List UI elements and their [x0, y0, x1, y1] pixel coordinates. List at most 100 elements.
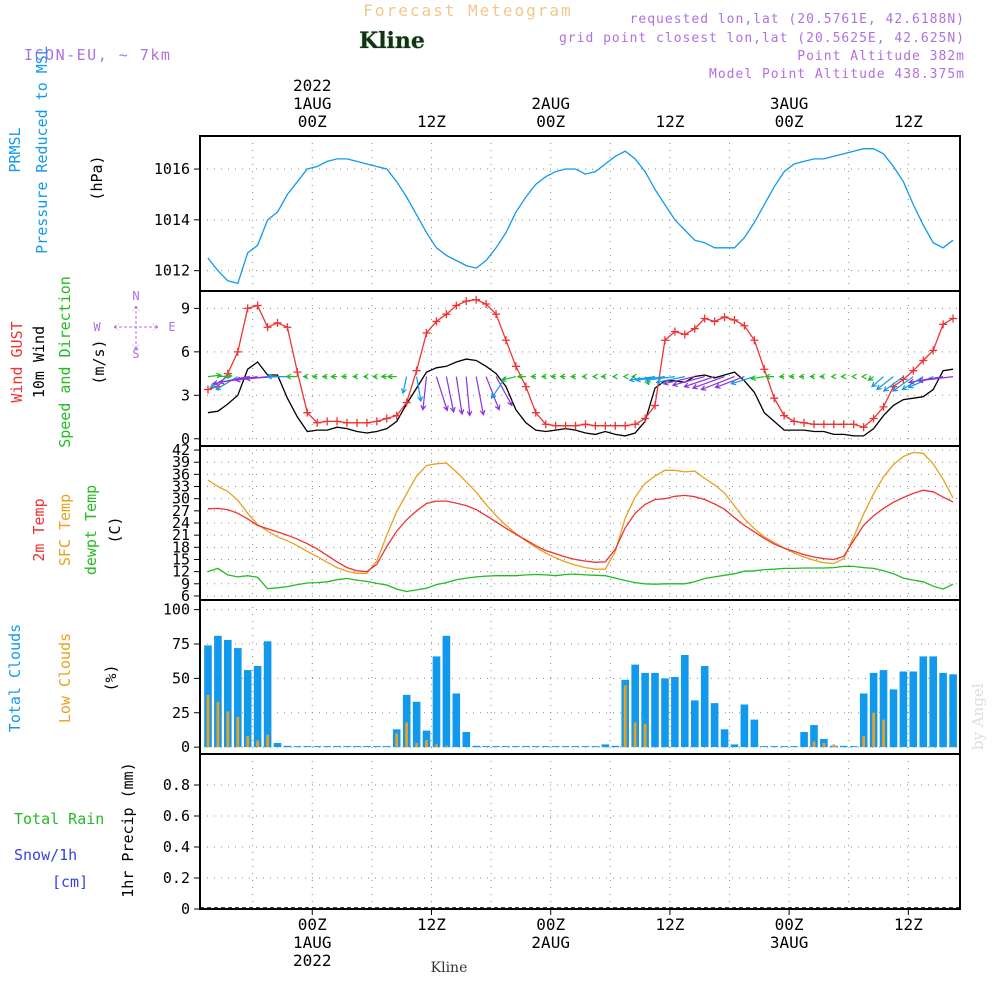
compass-west: W — [93, 320, 101, 334]
wind-arrow — [215, 376, 239, 391]
top-tick-label: 00Z — [775, 112, 804, 131]
total-cloud-bar — [849, 746, 858, 748]
low-cloud-bar — [832, 744, 836, 748]
panel-wind: 0 3 6 9 — [181, 291, 960, 448]
wind-arrow — [809, 373, 815, 380]
total-cloud-bar — [889, 689, 898, 748]
wind-arrow — [516, 373, 526, 380]
total-cloud-bar — [422, 730, 431, 748]
gust-point — [730, 315, 739, 324]
total-cloud-bar — [313, 746, 322, 748]
gust-point — [482, 300, 491, 309]
wind-arrow — [631, 373, 637, 380]
gridpoint-coordinates: grid point closest lon,lat (20.5625E, 42… — [559, 31, 965, 46]
total-cloud-bar — [224, 639, 232, 748]
total-cloud-bar — [243, 670, 252, 748]
bottom-tick-label: 2022 — [293, 951, 332, 970]
total-cloud-bar — [551, 746, 560, 748]
bottom-tick-label: 2AUG — [531, 933, 570, 952]
gust-point — [541, 420, 550, 429]
total-cloud-bar — [591, 746, 600, 748]
panel-label: [cm] — [52, 873, 88, 891]
y-tick-label: 9 — [181, 299, 190, 317]
low-cloud-bar — [415, 743, 418, 748]
wind-arrow — [655, 376, 685, 385]
low-cloud-bar — [425, 740, 428, 748]
gust-point — [750, 336, 759, 345]
low-cloud-bar — [405, 722, 408, 748]
wind-arrow — [611, 373, 618, 380]
gust-point — [412, 366, 421, 375]
top-tick-label: 2AUG — [531, 94, 570, 113]
wind-arrow — [600, 373, 607, 380]
total-cloud-bar — [363, 746, 371, 748]
panel-background — [200, 446, 960, 600]
gust-point — [800, 418, 809, 427]
total-cloud-bar — [919, 656, 928, 748]
top-tick-label: 00Z — [536, 112, 565, 131]
temp-2m-line — [207, 489, 954, 573]
wind-arrow — [495, 376, 513, 407]
wind-arrow — [550, 373, 556, 380]
wind-gust-markers — [203, 295, 958, 432]
total-cloud-bar — [472, 745, 480, 748]
wind-arrow — [875, 376, 894, 391]
y-tick-label: 27 — [172, 502, 190, 520]
y-tick-label: 12 — [172, 563, 190, 581]
y-tick-label: 6 — [181, 343, 190, 361]
compass-south: S — [132, 347, 139, 361]
total-cloud-bar — [740, 704, 749, 748]
y-tick-label: 3 — [181, 386, 190, 404]
vertical-grid — [252, 136, 909, 291]
total-cloud-bar — [760, 746, 769, 748]
gust-point — [939, 320, 948, 329]
total-cloud-bar — [333, 746, 341, 748]
y-tick-label: 75 — [172, 635, 190, 653]
y-tick-label: 33 — [172, 478, 190, 496]
wind-direction-arrows — [207, 372, 954, 417]
wind-arrow — [917, 376, 954, 384]
total-cloud-bar — [929, 656, 937, 748]
low-cloud-bar — [226, 711, 230, 748]
total-cloud-bar — [869, 672, 878, 748]
panel-clouds: 0 25 50 75 100 — [163, 600, 960, 756]
gust-point — [313, 418, 322, 427]
total-cloud-bar — [343, 746, 351, 748]
low-cloud-bar — [206, 694, 210, 748]
wind-arrow — [581, 373, 588, 380]
wind-arrow — [750, 375, 765, 381]
header: Forecast Meteogram Kline ICON-EU, ~ 7km … — [24, 1, 965, 82]
total-cloud-bar — [879, 670, 888, 748]
model-name: ICON-EU, ~ 7km — [24, 46, 171, 64]
requested-coordinates: requested lon,lat (20.5761E, 42.6188N) — [630, 12, 965, 27]
gust-point — [511, 362, 520, 371]
total-cloud-bar — [661, 678, 669, 748]
y-tick-label: 39 — [172, 453, 190, 471]
total-cloud-bar — [720, 729, 729, 748]
wind-arrow — [730, 376, 755, 386]
top-tick-label: 2022 — [293, 76, 332, 95]
wind-arrow — [420, 376, 428, 411]
gust-point — [790, 417, 799, 426]
wind-arrow — [871, 376, 884, 388]
wind-arrow — [819, 373, 825, 380]
gust-point — [402, 398, 411, 407]
gust-point — [283, 323, 292, 332]
panel-precip: 0 0.2 0.4 0.6 0.8 — [163, 754, 960, 918]
location-title: Kline — [359, 28, 425, 54]
gust-point — [710, 317, 719, 326]
total-cloud-bar — [859, 693, 868, 748]
low-cloud-bar — [266, 734, 269, 748]
gust-point — [492, 310, 501, 319]
low-cloud-bar — [623, 685, 627, 748]
gust-point — [700, 314, 709, 323]
wind-arrow — [860, 373, 867, 380]
panel-background — [200, 136, 960, 291]
gust-point — [531, 408, 540, 417]
compass-north: N — [132, 289, 139, 303]
compass-east: E — [168, 320, 175, 334]
gust-point — [293, 368, 302, 377]
y-tick-label: 30 — [172, 490, 190, 508]
gust-point — [621, 421, 630, 430]
bottom-tick-label: 3AUG — [770, 933, 809, 952]
